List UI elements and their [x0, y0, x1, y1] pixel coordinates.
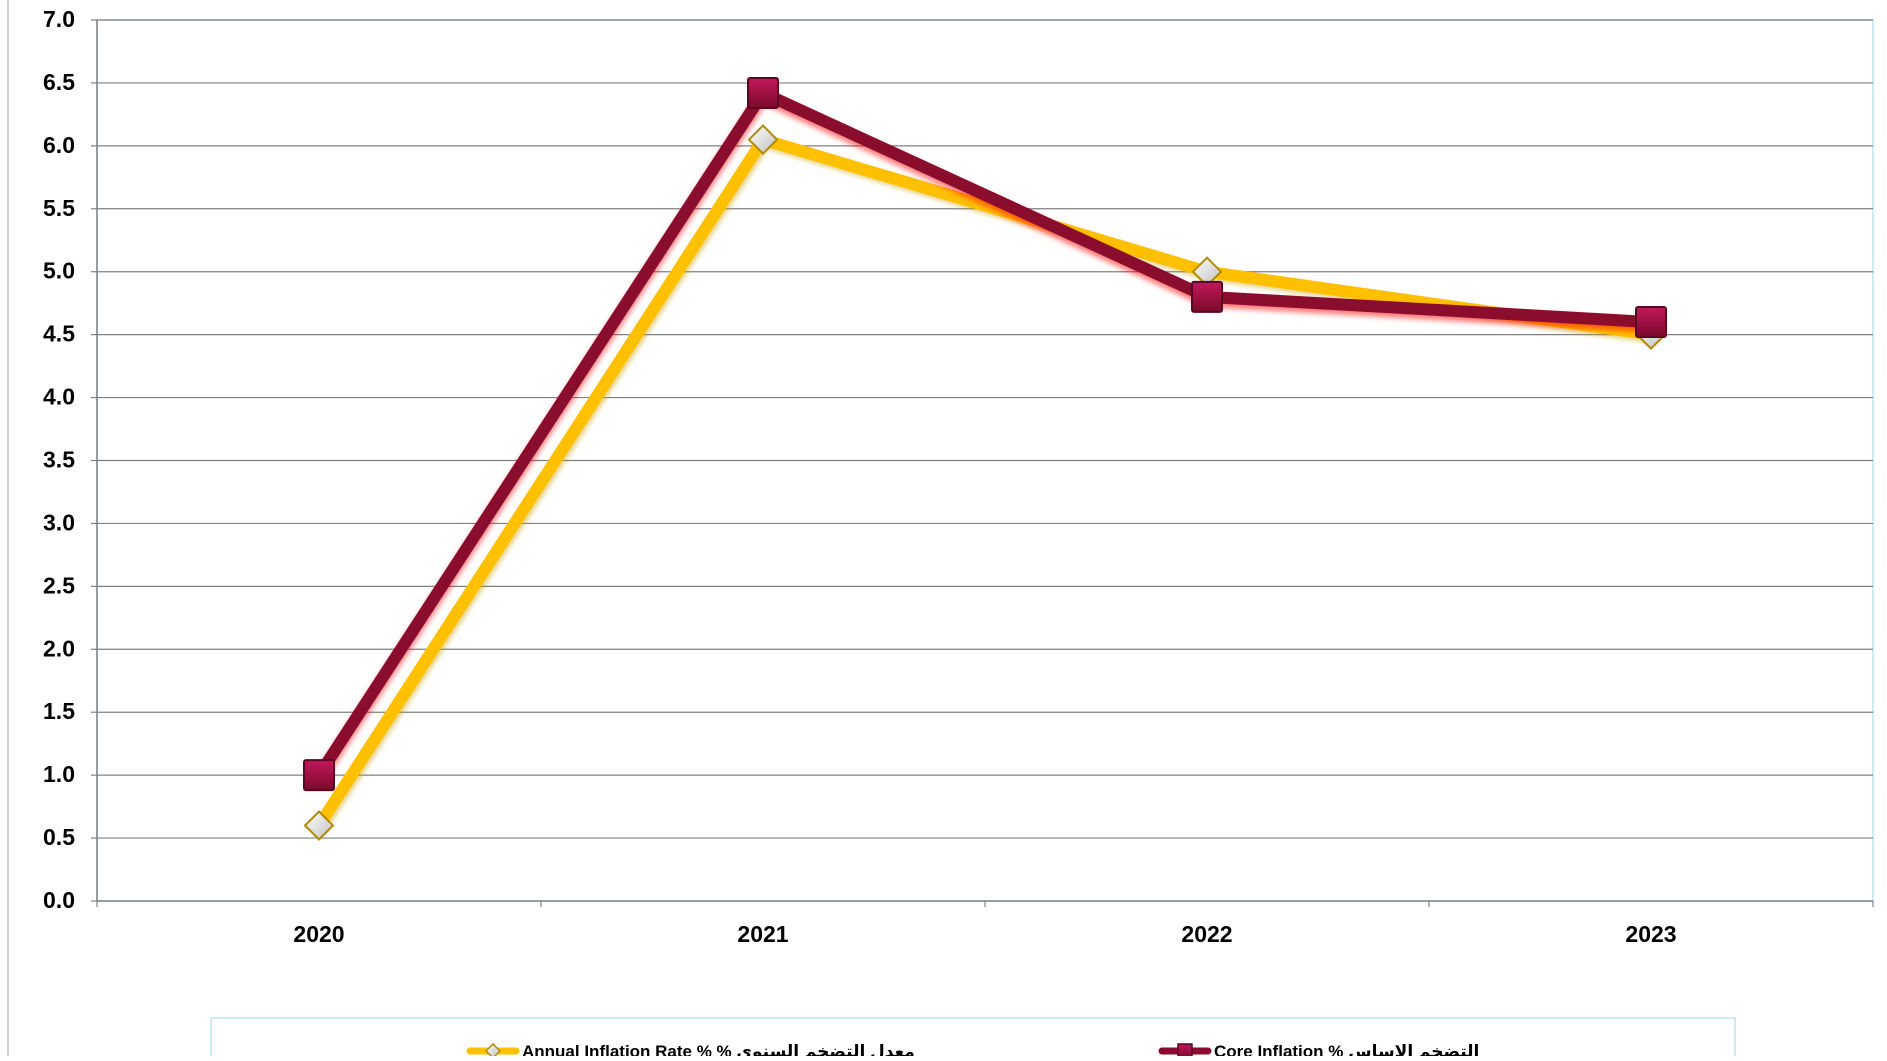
data-point-square	[1191, 280, 1223, 313]
y-tick-label: 1.0	[43, 761, 75, 787]
series-line-2	[313, 87, 1657, 782]
data-point-diamond	[747, 124, 779, 155]
y-tick-label: 1.5	[43, 698, 75, 724]
x-tick-label: 2020	[293, 921, 344, 947]
y-tick-label: 0.5	[43, 824, 75, 850]
y-tick-label: 2.5	[43, 572, 75, 598]
series-line-1	[313, 133, 1657, 832]
data-point-square	[303, 759, 335, 792]
y-tick-label: 3.5	[43, 447, 75, 473]
y-tick-label: 4.5	[43, 321, 75, 347]
y-tick-label: 5.0	[43, 258, 75, 284]
legend-label-2: Core Inflation % التضخم الاساس	[1214, 1042, 1479, 1056]
y-tick-label: 0.0	[43, 887, 75, 913]
x-tick-label: 2021	[737, 921, 788, 947]
legend-marker-square	[1177, 1043, 1193, 1059]
y-tick-label: 7.0	[43, 6, 75, 32]
y-tick-label: 4.0	[43, 384, 75, 410]
data-point-diamond	[303, 810, 335, 841]
y-tick-label: 6.0	[43, 132, 75, 158]
legend-label-1: Annual Inflation Rate % % معدل التضخم ال…	[522, 1042, 915, 1056]
legend-box	[210, 1017, 1736, 1061]
data-point-square	[747, 76, 779, 109]
data-point-square	[1635, 306, 1667, 339]
x-tick-label: 2023	[1625, 921, 1676, 947]
y-tick-label: 6.5	[43, 69, 75, 95]
y-tick-label: 3.0	[43, 509, 75, 535]
y-tick-label: 5.5	[43, 195, 75, 221]
x-tick-label: 2022	[1181, 921, 1232, 947]
y-tick-label: 2.0	[43, 635, 75, 661]
